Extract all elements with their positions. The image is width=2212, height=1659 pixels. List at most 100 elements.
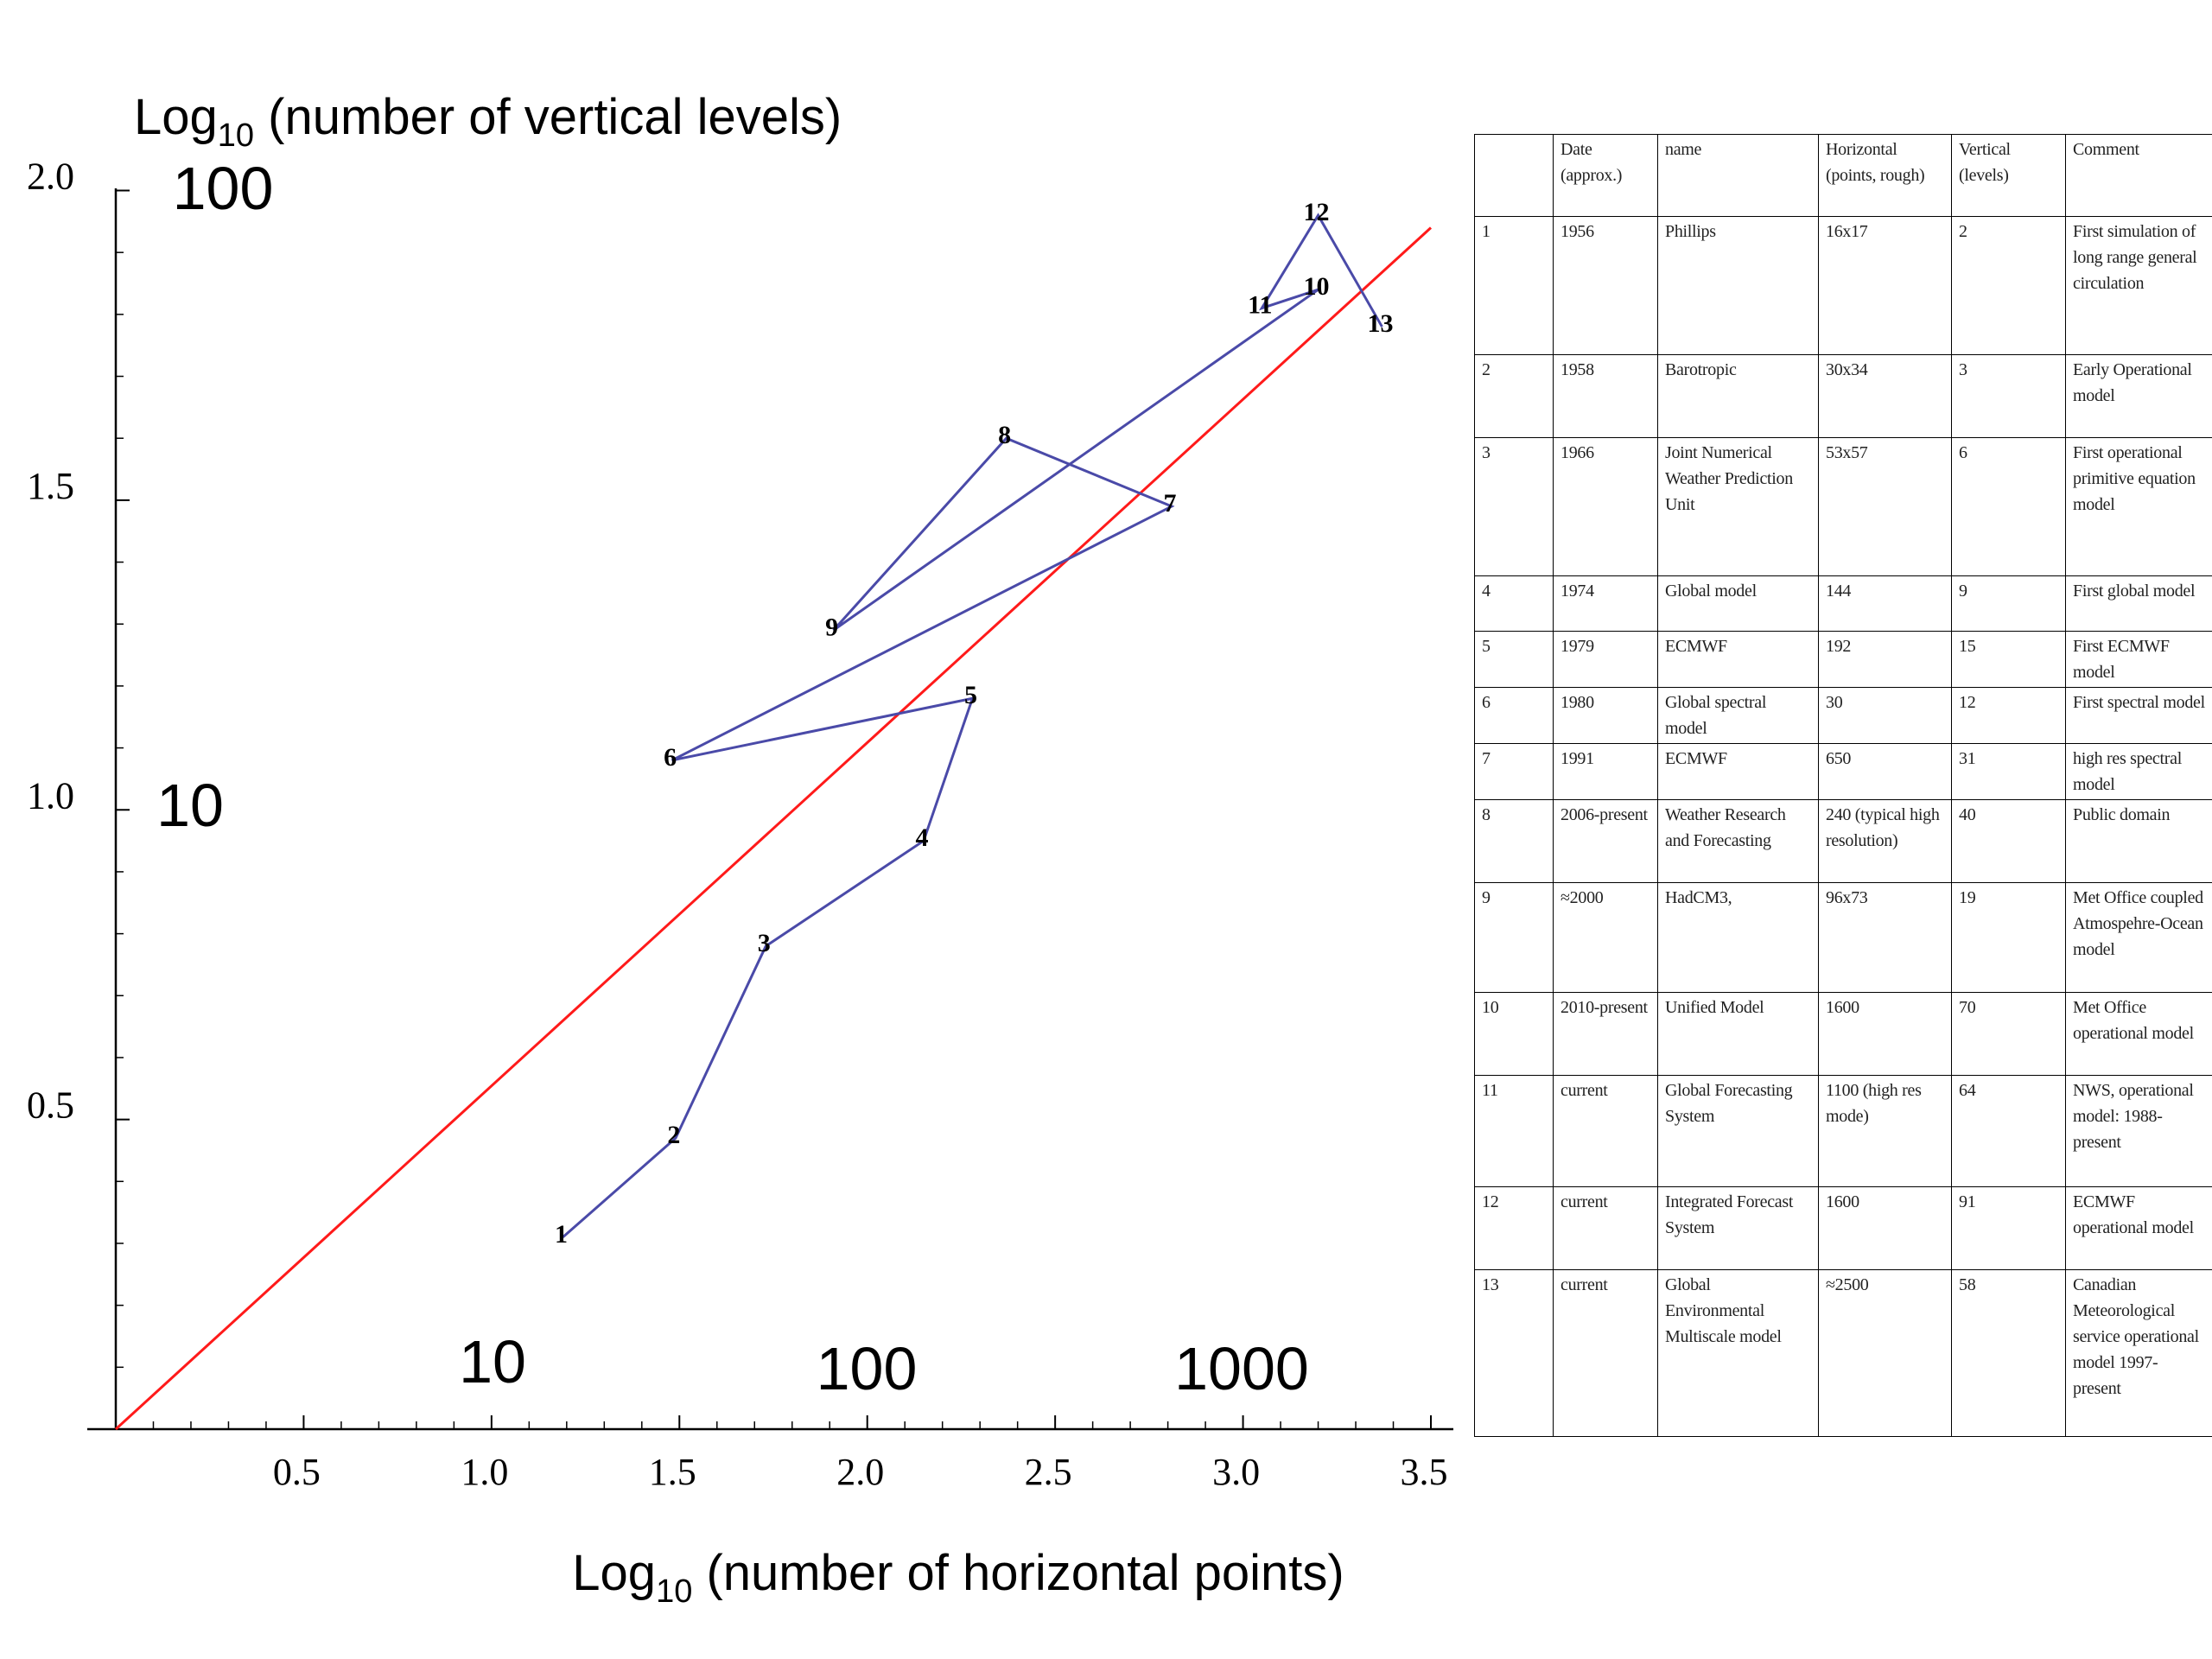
table-cell: 240 (typical high resolution) [1818,799,1952,883]
y-axis-title: Log10 (number of vertical levels) [134,89,842,154]
point-label: 2 [667,1121,680,1149]
table-row: 8 2006-present Weather Research and Foreca… [1474,799,2212,883]
table-cell: ≈2500 [1818,1269,1952,1437]
table-row: 5 1979 ECMWF 192 15 First ECMWF model [1474,631,2212,688]
table-cell: 2010-present [1553,992,1658,1076]
table-cell: 12 [1474,1186,1554,1270]
table-cell: Weather Research and Forecasting [1657,799,1819,883]
x-tick-label: 3.0 [1212,1451,1260,1493]
table-cell: 2 [1951,216,2066,355]
table-cell: 31 [1951,743,2066,800]
table-cell: NWS, operational model: 1988-present [2065,1075,2212,1187]
table-row: 10 2010-present Unified Model 1600 70 Met Off… [1474,992,2212,1076]
header-cell: Horizontal (points, rough) [1818,134,1952,217]
y-tick-label: 0.5 [27,1084,74,1127]
table-cell: First operational primitive equation mod… [2065,437,2212,576]
point-label: 3 [758,929,771,957]
point-label: 11 [1248,291,1272,320]
table-cell: 192 [1818,631,1952,688]
table-cell: 2006-present [1553,799,1658,883]
series-line [114,226,1433,1431]
table-cell: 53x57 [1818,437,1952,576]
point-label: 13 [1367,309,1393,338]
annotation: 100 [817,1335,918,1402]
table-cell: HadCM3, [1657,882,1819,993]
x-tick-label: 1.5 [649,1451,696,1493]
table-row: 13 current Global Environmental Multiscale… [1474,1269,2212,1437]
y-tick-label: 2.0 [27,156,74,198]
table-cell: 8 [1474,799,1554,883]
table-cell: 58 [1951,1269,2066,1437]
table-cell: 1956 [1553,216,1658,355]
table-cell: 1100 (high res mode) [1818,1075,1952,1187]
table-cell: 96x73 [1818,882,1952,993]
table-cell: 13 [1474,1269,1554,1437]
table-row: 1 1956 Phillips 16x17 2 First simulation of l… [1474,216,2212,355]
table-cell: 1600 [1818,1186,1952,1270]
table-cell: 30 [1818,687,1952,744]
table-cell: 30x34 [1818,354,1952,438]
point-label: 4 [915,823,928,852]
table-cell: high res spectral model [2065,743,2212,800]
table-row: 9 ≈2000 HadCM3, 96x73 19 Met Office coupled A… [1474,882,2212,993]
table-cell: First global model [2065,575,2212,632]
table-row: 6 1980 Global spectral model 30 12 First spec… [1474,687,2212,744]
table-cell: 1991 [1553,743,1658,800]
table-cell: ECMWF operational model [2065,1186,2212,1270]
table-cell: Early Operational model [2065,354,2212,438]
table-cell: 3 [1474,437,1554,576]
table-cell: 1966 [1553,437,1658,576]
header-cell: Vertical (levels) [1951,134,2066,217]
table-cell: Canadian Meteorological service operatio… [2065,1269,2212,1437]
point-label: 8 [998,421,1011,449]
point-label: 9 [825,613,838,641]
x-tick-label: 2.0 [836,1451,884,1493]
table-cell: 1 [1474,216,1554,355]
table-cell: 144 [1818,575,1952,632]
table-cell: current [1553,1186,1658,1270]
point-label: 10 [1304,272,1330,301]
table-cell: 10 [1474,992,1554,1076]
table-cell: 91 [1951,1186,2066,1270]
point-label: 7 [1163,489,1176,518]
chart: Log10 (number of vertical levels) Log10 … [27,89,1453,1610]
table-cell: 64 [1951,1075,2066,1187]
x-tick-label: 2.5 [1025,1451,1072,1493]
x-axis-title-sub: 10 [656,1573,692,1610]
table-body: Date (approx.) name Horizontal (points, ro… [1474,134,2212,1437]
table-cell: 6 [1951,437,2066,576]
table-cell: 15 [1951,631,2066,688]
table-cell: 650 [1818,743,1952,800]
table-cell: 40 [1951,799,2066,883]
header-cell: Comment [2065,134,2212,217]
table-cell: Met Office coupled Atmospehre-Ocean mode… [2065,882,2212,993]
table-cell: ECMWF [1657,631,1819,688]
annotation: 10 [459,1328,526,1395]
table-cell: ECMWF [1657,743,1819,800]
table-cell: Global Environmental Multiscale model [1657,1269,1819,1437]
table-cell: Joint Numerical Weather Prediction Unit [1657,437,1819,576]
header-row: Date (approx.) name Horizontal (points, ro… [1474,134,2212,217]
x-axis-title-part: Log [572,1545,656,1601]
header-cell: Date (approx.) [1553,134,1658,217]
table-cell: 5 [1474,631,1554,688]
table-cell: 70 [1951,992,2066,1076]
table-cell: Barotropic [1657,354,1819,438]
table-row: 12 current Integrated Forecast System 1600 9… [1474,1186,2212,1270]
table-cell: Met Office operational model [2065,992,2212,1076]
table-cell: First ECMWF model [2065,631,2212,688]
annotation: 1000 [1174,1335,1309,1402]
annotation: 100 [173,155,274,222]
table-cell: 1980 [1553,687,1658,744]
point-label: 6 [664,743,677,772]
x-axis-title: Log10 (number of horizontal points) [572,1545,1344,1610]
header-cell [1474,134,1554,217]
table-cell: Unified Model [1657,992,1819,1076]
annotation: 10 [156,772,224,839]
table-cell: 11 [1474,1075,1554,1187]
y-axis-title-part: Log [134,89,218,145]
series-line [562,213,1383,1238]
table-cell: Public domain [2065,799,2212,883]
table-cell: First spectral model [2065,687,2212,744]
